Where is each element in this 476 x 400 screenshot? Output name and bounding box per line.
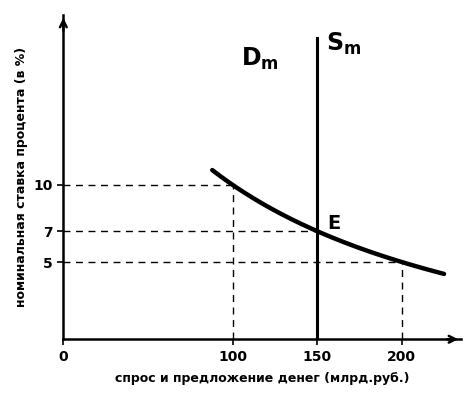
Text: $\mathbf{E}$: $\mathbf{E}$ xyxy=(327,214,341,233)
Text: $\mathbf{D_m}$: $\mathbf{D_m}$ xyxy=(241,46,279,72)
X-axis label: спрос и предложение денег (млрд.руб.): спрос и предложение денег (млрд.руб.) xyxy=(115,372,409,385)
Text: $\mathbf{S_m}$: $\mathbf{S_m}$ xyxy=(326,30,361,57)
Y-axis label: номинальная ставка процента (в %): номинальная ставка процента (в %) xyxy=(15,47,28,307)
